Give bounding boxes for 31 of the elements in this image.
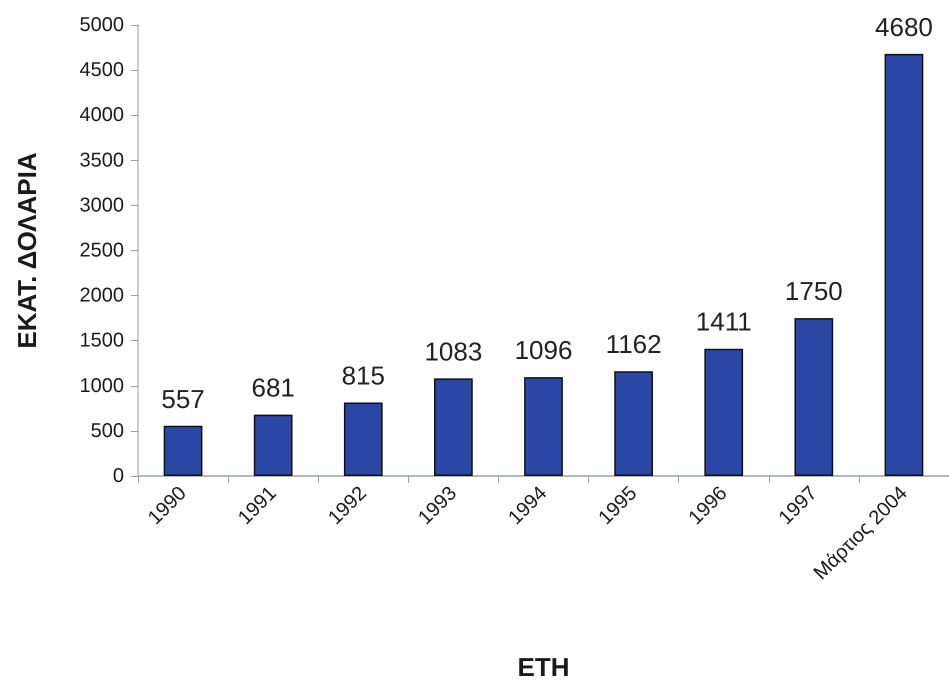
bar: [614, 371, 653, 476]
y-tick-label: 4000: [80, 104, 124, 126]
bar: [254, 414, 293, 476]
bar: [434, 378, 473, 476]
data-label: 1096: [514, 335, 572, 366]
y-axis-title: ΕΚΑΤ. ΔΟΛΑΡΙΑ: [12, 152, 42, 349]
data-label: 681: [251, 372, 295, 403]
y-tick-label: 2000: [80, 284, 124, 307]
data-label: 1162: [606, 329, 662, 360]
data-label: 1083: [424, 336, 482, 366]
bar: [164, 426, 202, 476]
bar: [524, 377, 563, 476]
data-label: 4680: [875, 12, 933, 42]
y-tick-label: 1500: [80, 330, 124, 352]
bar: [794, 318, 834, 476]
data-label: 1411: [696, 306, 752, 337]
data-label: 815: [342, 360, 385, 390]
y-tick-label: 4500: [80, 59, 124, 82]
x-axis-title: ΕΤΗ: [518, 652, 570, 682]
bar: [344, 402, 383, 476]
y-tick-label: 2500: [80, 240, 124, 262]
y-tick-label: 1000: [80, 374, 124, 397]
y-tick-label: 0: [112, 465, 124, 487]
y-tick-label: 5000: [80, 14, 124, 36]
data-label: 1750: [784, 276, 843, 306]
y-tick-label: 3500: [80, 149, 124, 172]
bar: [884, 54, 924, 476]
y-tick-label: 500: [90, 420, 124, 442]
data-label: 557: [161, 384, 205, 414]
y-tick-label: 3000: [80, 194, 124, 216]
bar: [704, 348, 744, 476]
